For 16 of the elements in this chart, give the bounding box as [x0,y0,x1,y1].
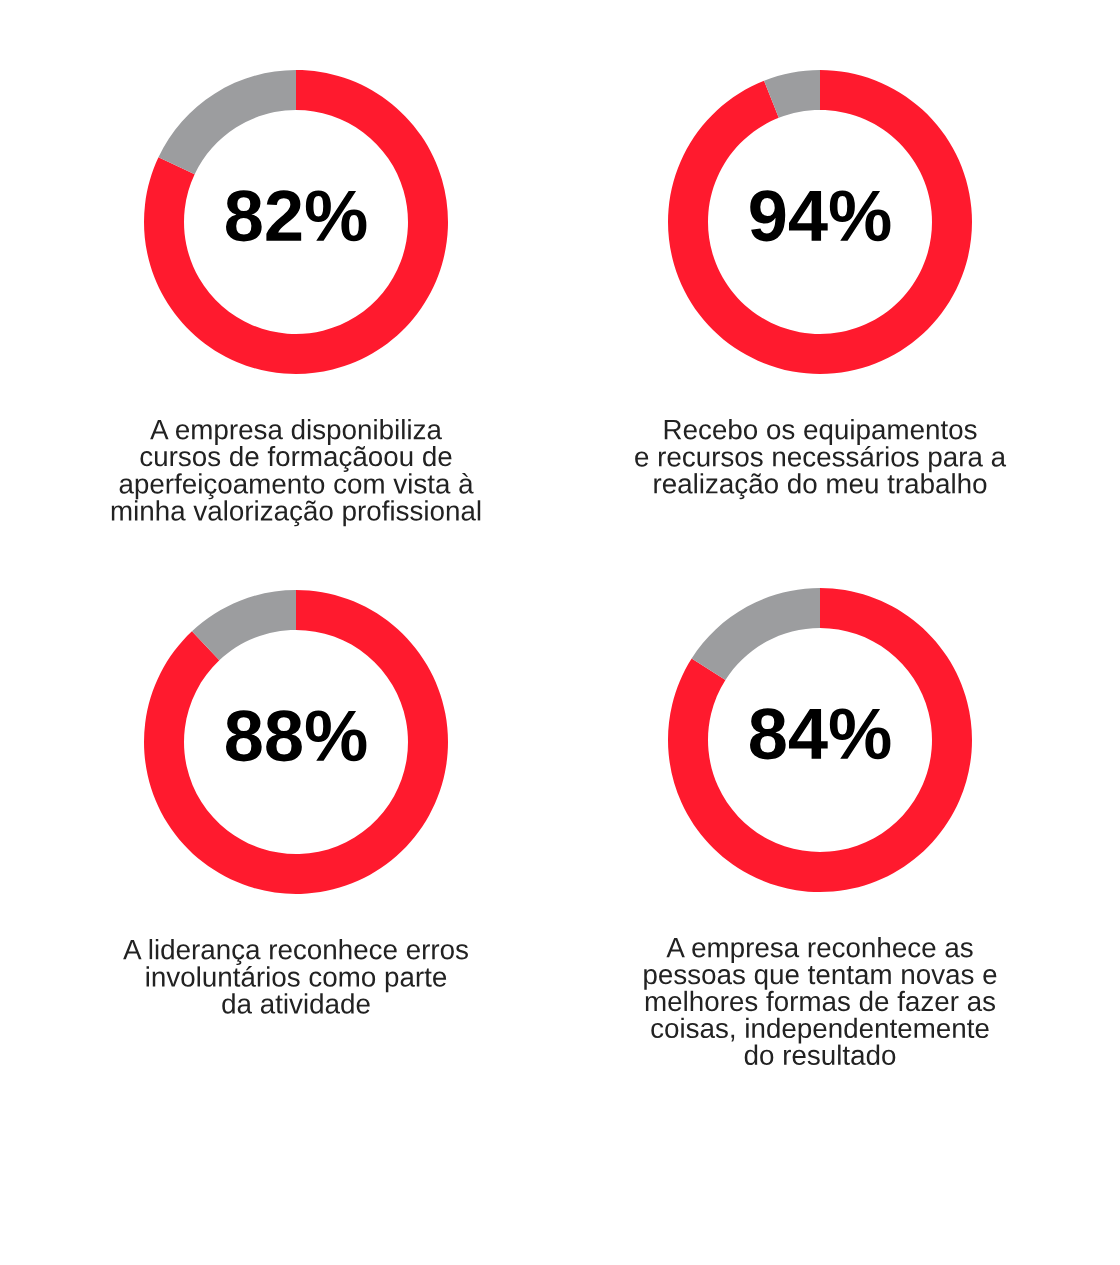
text: A empresa reconhece as pessoas que tentam novas e melhores formas de fazer as coisas, independentemente do resultado [644,937,997,1066]
donut-slice [691,588,820,680]
donut-slice [668,588,972,892]
donut-slice [668,70,972,374]
data-label: 82% [226,190,367,242]
data-label: 84% [750,708,891,760]
donut-slice [158,70,296,175]
text: A empresa disponibiliza cursos de formaçãoou de aperfeiçoamento com vista à minha valorização profissional [111,419,481,527]
data-label: 94% [750,190,891,242]
data-label: 88% [226,710,367,762]
donut-slice [144,70,448,374]
text: A liderança reconhece erros involuntários como parte da atividade [123,939,468,1014]
donut-slice [144,590,448,894]
donut-slice [764,70,820,118]
text: Recebo os equipamentos e recursos necessários para a realização do meu trabalho [635,419,1007,500]
donut-slice [191,590,296,661]
